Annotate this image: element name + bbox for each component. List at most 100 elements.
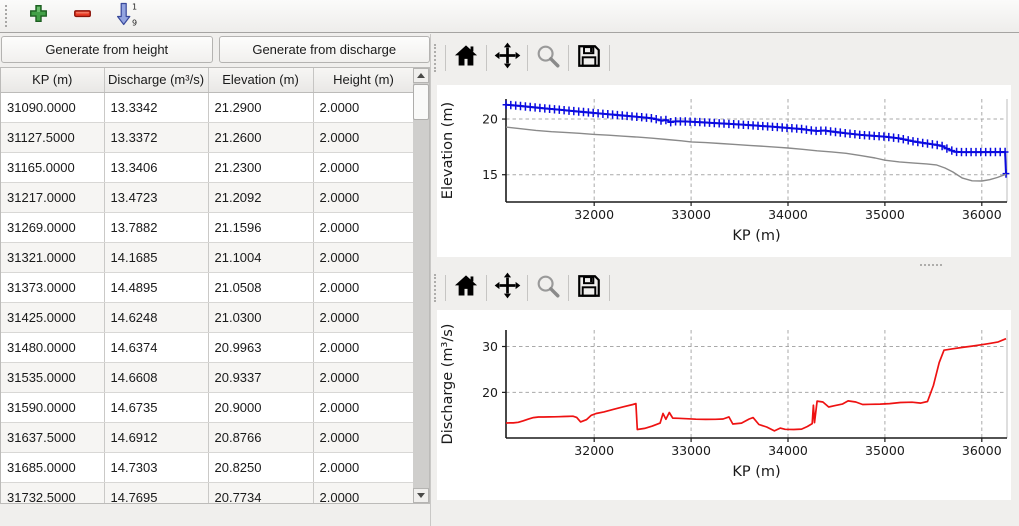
table-cell[interactable]: 13.4723 xyxy=(104,182,209,213)
profile-table: KP (m) Discharge (m³/s) Elevation (m) He… xyxy=(0,67,430,504)
home-button[interactable] xyxy=(449,272,483,304)
dock-handle-dots[interactable] xyxy=(920,264,942,266)
toolbar-grip[interactable] xyxy=(434,44,438,72)
table-cell[interactable]: 2.0000 xyxy=(313,392,415,423)
panel-separator[interactable] xyxy=(430,34,431,526)
table-cell[interactable]: 13.3342 xyxy=(104,92,209,123)
save-button[interactable] xyxy=(572,42,606,74)
table-cell[interactable]: 21.2900 xyxy=(208,92,314,123)
table-cell[interactable]: 2.0000 xyxy=(313,122,415,153)
table-cell[interactable]: 21.2300 xyxy=(208,152,314,183)
table-cell[interactable]: 14.6735 xyxy=(104,392,209,423)
sort-ascending-button[interactable]: 1 9 xyxy=(111,2,141,30)
table-cell[interactable]: 13.7882 xyxy=(104,212,209,243)
table-row[interactable]: 31165.0000 13.3406 21.2300 2.0000 xyxy=(1,152,415,183)
generate-from-height-button[interactable]: Generate from height xyxy=(1,36,213,63)
table-cell[interactable]: 31425.0000 xyxy=(1,302,105,333)
toolbar-grip[interactable] xyxy=(434,274,438,302)
scroll-down-button[interactable] xyxy=(413,488,429,503)
table-cell[interactable]: 21.0300 xyxy=(208,302,314,333)
table-cell[interactable]: 20.7734 xyxy=(208,482,314,503)
table-row[interactable]: 31590.0000 14.6735 20.9000 2.0000 xyxy=(1,392,415,423)
table-cell[interactable]: 20.9337 xyxy=(208,362,314,393)
table-cell[interactable]: 31127.5000 xyxy=(1,122,105,153)
table-cell[interactable]: 21.2600 xyxy=(208,122,314,153)
table-cell[interactable]: 14.7695 xyxy=(104,482,209,503)
column-header-height[interactable]: Height (m) xyxy=(313,68,415,93)
toolbar-separator xyxy=(486,45,487,71)
table-cell[interactable]: 2.0000 xyxy=(313,302,415,333)
table-row[interactable]: 31425.0000 14.6248 21.0300 2.0000 xyxy=(1,302,415,333)
table-cell[interactable]: 2.0000 xyxy=(313,152,415,183)
table-cell[interactable]: 31480.0000 xyxy=(1,332,105,363)
table-cell[interactable]: 20.8250 xyxy=(208,452,314,483)
table-row[interactable]: 31637.5000 14.6912 20.8766 2.0000 xyxy=(1,422,415,453)
table-cell[interactable]: 2.0000 xyxy=(313,332,415,363)
scroll-up-button[interactable] xyxy=(413,68,429,83)
table-cell[interactable]: 31732.5000 xyxy=(1,482,105,503)
remove-row-button[interactable] xyxy=(67,2,97,30)
table-cell[interactable]: 14.6608 xyxy=(104,362,209,393)
table-cell[interactable]: 13.3372 xyxy=(104,122,209,153)
table-cell[interactable]: 31269.0000 xyxy=(1,212,105,243)
column-header-discharge[interactable]: Discharge (m³/s) xyxy=(104,68,209,93)
table-cell[interactable]: 31217.0000 xyxy=(1,182,105,213)
table-row[interactable]: 31480.0000 14.6374 20.9963 2.0000 xyxy=(1,332,415,363)
table-cell[interactable]: 31637.5000 xyxy=(1,422,105,453)
table-row[interactable]: 31535.0000 14.6608 20.9337 2.0000 xyxy=(1,362,415,393)
table-cell[interactable]: 21.0508 xyxy=(208,272,314,303)
table-cell[interactable]: 2.0000 xyxy=(313,182,415,213)
table-cell[interactable]: 14.6374 xyxy=(104,332,209,363)
discharge-figure[interactable]: 32000 33000 34000 35000 36000 20 30 KP (m) Disch… xyxy=(437,310,1011,500)
table-cell[interactable]: 2.0000 xyxy=(313,482,415,503)
pan-button[interactable] xyxy=(490,42,524,74)
table-cell[interactable]: 31373.0000 xyxy=(1,272,105,303)
table-cell[interactable]: 2.0000 xyxy=(313,422,415,453)
table-cell[interactable]: 31685.0000 xyxy=(1,452,105,483)
table-row[interactable]: 31373.0000 14.4895 21.0508 2.0000 xyxy=(1,272,415,303)
table-cell[interactable]: 14.7303 xyxy=(104,452,209,483)
column-header-kp[interactable]: KP (m) xyxy=(1,68,105,93)
table-cell[interactable]: 31090.0000 xyxy=(1,92,105,123)
table-cell[interactable]: 2.0000 xyxy=(313,212,415,243)
table-row[interactable]: 31732.5000 14.7695 20.7734 2.0000 xyxy=(1,482,415,503)
zoom-button[interactable] xyxy=(531,272,565,304)
generate-from-discharge-button[interactable]: Generate from discharge xyxy=(218,36,430,63)
table-cell[interactable]: 14.6248 xyxy=(104,302,209,333)
table-cell[interactable]: 21.1596 xyxy=(208,212,314,243)
table-cell[interactable]: 31535.0000 xyxy=(1,362,105,393)
toolbar-grip[interactable] xyxy=(5,5,9,27)
table-cell[interactable]: 31590.0000 xyxy=(1,392,105,423)
table-cell[interactable]: 2.0000 xyxy=(313,272,415,303)
table-cell[interactable]: 2.0000 xyxy=(313,242,415,273)
elevation-figure[interactable]: 32000 33000 34000 35000 36000 15 20 KP (m) Eleva… xyxy=(437,85,1011,257)
zoom-button[interactable] xyxy=(531,42,565,74)
column-header-elevation[interactable]: Elevation (m) xyxy=(208,68,314,93)
table-cell[interactable]: 31321.0000 xyxy=(1,242,105,273)
table-cell[interactable]: 14.4895 xyxy=(104,272,209,303)
table-cell[interactable]: 2.0000 xyxy=(313,452,415,483)
table-row[interactable]: 31269.0000 13.7882 21.1596 2.0000 xyxy=(1,212,415,243)
pan-button[interactable] xyxy=(490,272,524,304)
table-cell[interactable]: 31165.0000 xyxy=(1,152,105,183)
table-cell[interactable]: 20.9000 xyxy=(208,392,314,423)
table-row[interactable]: 31090.0000 13.3342 21.2900 2.0000 xyxy=(1,92,415,123)
table-cell[interactable]: 13.3406 xyxy=(104,152,209,183)
home-button[interactable] xyxy=(449,42,483,74)
save-button[interactable] xyxy=(572,272,606,304)
table-cell[interactable]: 21.2092 xyxy=(208,182,314,213)
table-row[interactable]: 31321.0000 14.1685 21.1004 2.0000 xyxy=(1,242,415,273)
table-row[interactable]: 31217.0000 13.4723 21.2092 2.0000 xyxy=(1,182,415,213)
table-cell[interactable]: 2.0000 xyxy=(313,92,415,123)
add-row-button[interactable] xyxy=(23,2,53,30)
table-row[interactable]: 31685.0000 14.7303 20.8250 2.0000 xyxy=(1,452,415,483)
table-scrollbar[interactable] xyxy=(413,68,429,503)
table-cell[interactable]: 20.9963 xyxy=(208,332,314,363)
table-cell[interactable]: 14.6912 xyxy=(104,422,209,453)
table-cell[interactable]: 21.1004 xyxy=(208,242,314,273)
table-cell[interactable]: 2.0000 xyxy=(313,362,415,393)
scrollbar-thumb[interactable] xyxy=(413,84,429,120)
table-row[interactable]: 31127.5000 13.3372 21.2600 2.0000 xyxy=(1,122,415,153)
table-cell[interactable]: 14.1685 xyxy=(104,242,209,273)
table-cell[interactable]: 20.8766 xyxy=(208,422,314,453)
